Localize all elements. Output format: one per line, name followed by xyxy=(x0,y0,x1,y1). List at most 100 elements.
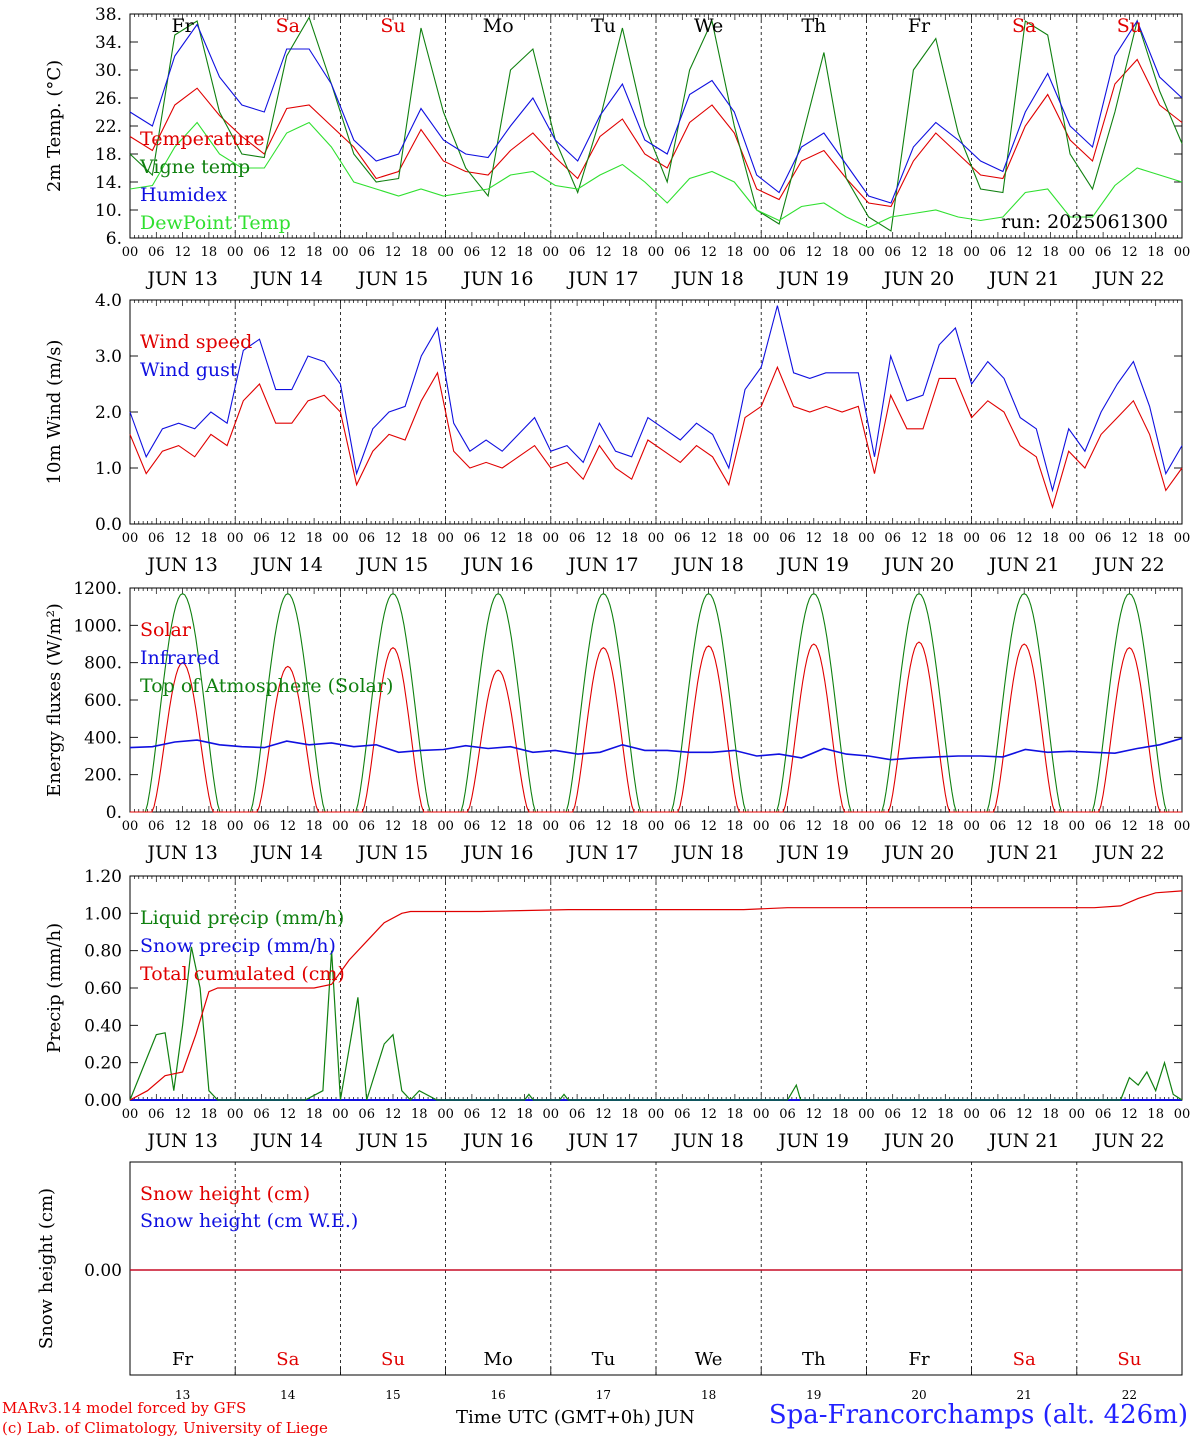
day-of-week-label: We xyxy=(695,1349,723,1370)
day-of-week-label: Sa xyxy=(276,1349,299,1370)
hour-tick-label: 00 xyxy=(963,245,980,260)
hour-tick-label: 00 xyxy=(858,1107,875,1122)
hour-tick-label: 12 xyxy=(700,819,717,834)
date-label: JUN 13 xyxy=(145,842,217,864)
hour-tick-label: 06 xyxy=(569,245,586,260)
hour-tick-label: 12 xyxy=(1016,531,1033,546)
legend-entry: Wind speed xyxy=(140,331,252,353)
hour-tick-label: 18 xyxy=(727,819,744,834)
legend-entry: Vigne temp xyxy=(139,156,250,178)
day-number-label: 15 xyxy=(385,1388,400,1402)
hour-tick-label: 00 xyxy=(1069,245,1086,260)
hour-tick-label: 00 xyxy=(753,245,770,260)
y-tick-label: 10. xyxy=(95,201,122,221)
hour-tick-label: 06 xyxy=(990,245,1007,260)
hour-tick-label: 18 xyxy=(201,819,218,834)
hour-tick-label: 00 xyxy=(1069,819,1086,834)
day-of-week-label: Fr xyxy=(172,1349,193,1370)
hour-tick-label: 12 xyxy=(174,531,191,546)
hour-tick-label: 06 xyxy=(253,531,270,546)
hour-tick-label: 12 xyxy=(280,245,297,260)
hour-tick-label: 18 xyxy=(411,1107,428,1122)
hour-tick-label: 06 xyxy=(990,819,1007,834)
date-label: JUN 22 xyxy=(1092,842,1164,864)
hour-tick-label: 00 xyxy=(648,531,665,546)
legend-entry: Total cumulated (cm) xyxy=(140,963,345,985)
hour-tick-label: 12 xyxy=(385,245,402,260)
hour-tick-label: 12 xyxy=(700,531,717,546)
day-of-week-label: Sa xyxy=(276,15,300,37)
hour-tick-label: 18 xyxy=(306,531,323,546)
hour-tick-label: 06 xyxy=(1095,245,1112,260)
date-label: JUN 17 xyxy=(566,842,638,864)
hour-tick-label: 18 xyxy=(516,531,533,546)
y-axis-label: Energy fluxes (W/m²) xyxy=(44,603,65,797)
hour-tick-label: 06 xyxy=(464,531,481,546)
date-label: JUN 20 xyxy=(882,268,954,290)
y-tick-label: 0. xyxy=(106,803,122,823)
series-line xyxy=(130,641,1182,813)
hour-tick-label: 06 xyxy=(464,819,481,834)
y-tick-label: 400. xyxy=(84,728,122,748)
day-of-week-label: Tu xyxy=(592,1349,616,1370)
date-label: JUN 22 xyxy=(1092,1130,1164,1152)
legend-entry: Liquid precip (mm/h) xyxy=(140,907,344,929)
hour-tick-label: 00 xyxy=(227,245,244,260)
date-label: JUN 19 xyxy=(777,268,849,290)
y-tick-label: 1000. xyxy=(73,616,122,636)
hour-tick-label: 06 xyxy=(884,1107,901,1122)
hour-tick-label: 06 xyxy=(884,531,901,546)
date-label: JUN 19 xyxy=(777,554,849,576)
hour-tick-label: 06 xyxy=(253,1107,270,1122)
date-label: JUN 15 xyxy=(356,842,428,864)
hour-tick-label: 12 xyxy=(911,1107,928,1122)
day-of-week-label: Su xyxy=(1117,1349,1141,1370)
hour-tick-label: 00 xyxy=(648,1107,665,1122)
hour-tick-label: 00 xyxy=(437,245,454,260)
legend-entry: Humidex xyxy=(140,184,227,206)
series-line xyxy=(129,305,1183,493)
hour-tick-label: 06 xyxy=(148,245,165,260)
hour-tick-label: 18 xyxy=(937,819,954,834)
day-number-label: 13 xyxy=(175,1388,190,1402)
hour-tick-label: 18 xyxy=(1147,531,1164,546)
date-label: JUN 14 xyxy=(251,1130,323,1152)
hour-tick-label: 18 xyxy=(306,819,323,834)
series-line xyxy=(129,737,1183,761)
hour-tick-label: 12 xyxy=(1016,245,1033,260)
day-of-week-label: Mo xyxy=(483,15,514,37)
hour-tick-label: 18 xyxy=(1042,245,1059,260)
y-tick-label: 800. xyxy=(84,654,122,674)
legend-entry: Solar xyxy=(140,619,192,641)
hour-tick-label: 06 xyxy=(148,819,165,834)
run-label: run: 2025061300 xyxy=(1001,211,1168,233)
credit-line-lab: (c) Lab. of Climatology, University of L… xyxy=(2,1419,328,1437)
series-line xyxy=(129,16,1183,232)
hour-tick-label: 00 xyxy=(753,819,770,834)
date-label: JUN 20 xyxy=(882,1130,954,1152)
hour-tick-label: 12 xyxy=(595,245,612,260)
y-tick-label: 1.0 xyxy=(95,459,122,479)
date-label: JUN 22 xyxy=(1092,554,1164,576)
hour-tick-label: 00 xyxy=(963,819,980,834)
hour-tick-label: 00 xyxy=(1069,1107,1086,1122)
y-tick-label: 30. xyxy=(95,61,122,81)
hour-tick-label: 00 xyxy=(1174,245,1191,260)
day-of-week-label: Sa xyxy=(1013,1349,1036,1370)
series-line xyxy=(129,890,1183,1101)
hour-tick-label: 12 xyxy=(174,245,191,260)
y-axis-label: 10m Wind (m/s) xyxy=(44,340,65,485)
date-label: JUN 17 xyxy=(566,1130,638,1152)
hour-tick-label: 00 xyxy=(437,819,454,834)
hour-tick-label: 00 xyxy=(648,819,665,834)
hour-tick-label: 18 xyxy=(832,1107,849,1122)
hour-tick-label: 18 xyxy=(1147,1107,1164,1122)
hour-tick-label: 06 xyxy=(674,245,691,260)
date-label: JUN 16 xyxy=(461,554,533,576)
hour-tick-label: 12 xyxy=(595,1107,612,1122)
hour-tick-label: 12 xyxy=(911,245,928,260)
series-line xyxy=(129,19,1183,204)
day-of-week-label: Tu xyxy=(591,15,616,37)
hour-tick-label: 12 xyxy=(911,819,928,834)
hour-tick-label: 06 xyxy=(253,245,270,260)
